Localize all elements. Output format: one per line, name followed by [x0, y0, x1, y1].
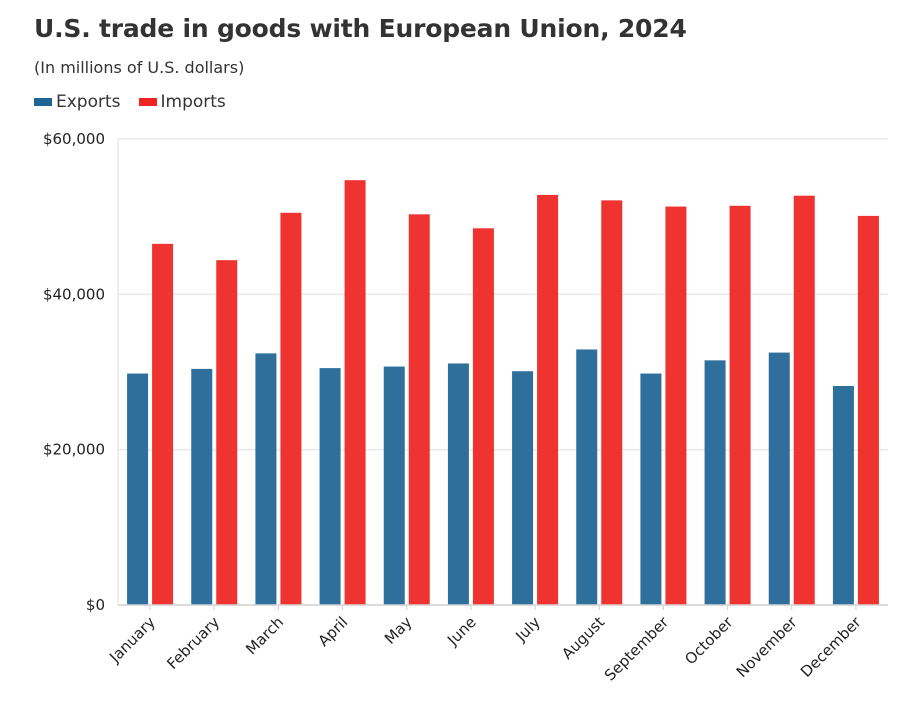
legend-label-exports: Exports: [56, 92, 121, 112]
x-tick-label: March: [242, 613, 287, 658]
bar-imports-september[interactable]: [665, 206, 687, 605]
y-axis: $0 $20,000 $40,000 $60,000: [43, 130, 105, 614]
x-tick-label: June: [443, 613, 480, 650]
bar-imports-august[interactable]: [601, 200, 623, 605]
chart-subtitle: (In millions of U.S. dollars): [34, 58, 245, 77]
x-tick-label: September: [601, 613, 673, 685]
x-tick-label: October: [681, 613, 737, 669]
legend-item-exports[interactable]: Exports: [34, 92, 121, 112]
legend-swatch-imports: [138, 98, 157, 106]
bar-imports-may[interactable]: [408, 214, 430, 605]
bar-exports-december[interactable]: [832, 385, 854, 605]
x-tick-label: December: [797, 613, 865, 681]
bar-imports-november[interactable]: [793, 195, 815, 606]
bars: [127, 180, 879, 606]
bar-imports-december[interactable]: [857, 215, 879, 605]
y-tick-label: $0: [86, 596, 105, 614]
x-tick-label: August: [558, 613, 608, 663]
y-tick-label: $20,000: [43, 441, 105, 459]
x-tick-label: April: [314, 613, 351, 650]
x-axis: January February March April May June July Augu…: [105, 604, 888, 685]
bar-exports-july[interactable]: [512, 371, 534, 605]
y-tick-label: $60,000: [43, 130, 105, 148]
legend-swatch-exports: [34, 98, 52, 106]
legend-item-imports[interactable]: Imports: [138, 92, 226, 112]
bar-imports-january[interactable]: [152, 243, 174, 605]
bar-exports-april[interactable]: [319, 368, 341, 605]
bar-exports-january[interactable]: [127, 373, 149, 605]
bar-exports-may[interactable]: [383, 366, 405, 605]
bar-exports-september[interactable]: [640, 373, 662, 605]
bar-imports-october[interactable]: [729, 205, 751, 605]
bar-imports-july[interactable]: [537, 194, 559, 606]
x-tick-label: July: [511, 613, 544, 646]
bar-imports-march[interactable]: [280, 212, 302, 606]
bar-exports-march[interactable]: [255, 353, 277, 605]
x-tick-label: January: [105, 613, 159, 667]
x-tick-label: November: [733, 613, 801, 681]
chart-legend: Exports Imports: [34, 92, 244, 112]
bar-imports-june[interactable]: [472, 228, 494, 606]
bar-exports-february[interactable]: [191, 368, 213, 605]
x-tick-label: May: [381, 613, 416, 648]
x-tick-label: February: [163, 613, 223, 673]
bar-imports-april[interactable]: [344, 180, 366, 605]
legend-label-imports: Imports: [160, 92, 226, 112]
chart-title: U.S. trade in goods with European Union,…: [34, 14, 687, 43]
bar-exports-august[interactable]: [576, 349, 598, 605]
bar-imports-february[interactable]: [216, 260, 238, 605]
bar-exports-june[interactable]: [447, 363, 469, 605]
bar-exports-november[interactable]: [768, 352, 790, 605]
y-tick-label: $40,000: [43, 285, 105, 303]
bar-exports-october[interactable]: [704, 360, 726, 605]
